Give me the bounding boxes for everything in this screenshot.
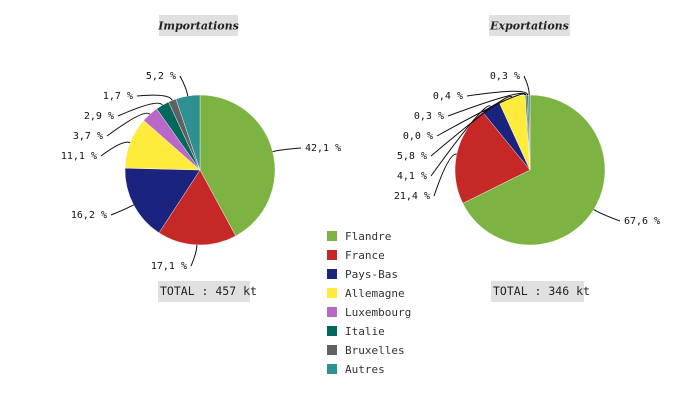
legend-item-pays-bas: Pays-Bas	[327, 268, 398, 281]
slice-value-label: 5,8 %	[397, 151, 427, 162]
legend-item-france: France	[327, 249, 385, 262]
import-total-bg	[158, 281, 250, 302]
leader-line	[433, 153, 457, 197]
leader-line	[110, 204, 134, 216]
slice-value-label: 5,2 %	[146, 71, 176, 82]
legend-item-allemagne: Allemagne	[327, 287, 405, 300]
legend-label: Luxembourg	[345, 306, 411, 319]
legend-swatch	[327, 288, 337, 298]
import-title-bg	[159, 15, 238, 36]
export-title: Exportations	[489, 20, 569, 33]
slice-value-label: 17,1 %	[151, 261, 187, 272]
legend-swatch	[327, 269, 337, 279]
legend-swatch	[327, 250, 337, 260]
import-title: Importations	[157, 20, 239, 33]
legend-swatch	[327, 364, 337, 374]
leader-line	[430, 95, 513, 157]
leader-line	[179, 75, 189, 97]
leader-line	[436, 93, 526, 137]
legend-swatch	[327, 231, 337, 241]
legend-label: France	[345, 249, 385, 262]
leader-line	[593, 209, 621, 222]
legend-label: Italie	[345, 325, 385, 338]
legend-swatch	[327, 345, 337, 355]
legend-item-autres: Autres	[327, 363, 385, 376]
slice-value-label: 4,1 %	[397, 171, 427, 182]
legend-item-luxembourg: Luxembourg	[327, 306, 411, 319]
slice-value-label: 0,0 %	[403, 131, 433, 142]
leader-line	[430, 105, 491, 177]
slice-value-label: 11,1 %	[61, 151, 97, 162]
legend-label: Autres	[345, 363, 385, 376]
import-pie-labels: 42,1 % 17,1 % 16,2 % 11,1 % 3,7 % 2,9 % 1,7 % 5…	[61, 71, 341, 272]
leader-line	[523, 75, 530, 96]
import-pie-slices	[124, 94, 276, 246]
legend-item-italie: Italie	[327, 325, 385, 338]
slice-value-label: 21,4 %	[394, 191, 430, 202]
slice-value-label: 3,7 %	[73, 131, 103, 142]
legend-swatch	[327, 307, 337, 317]
export-pie-chart: Exportations 67,6 % 21,4 % 4,1 % 5,8 % 0,0 %…	[394, 15, 660, 302]
slice-value-label: 2,9 %	[84, 111, 114, 122]
pie-slice-autres	[528, 94, 531, 171]
export-title-bg	[489, 15, 570, 36]
legend-label: Flandre	[345, 230, 391, 243]
leader-line	[466, 90, 529, 97]
slice-value-label: 0,4 %	[433, 91, 463, 102]
slice-value-label: 0,3 %	[414, 111, 444, 122]
slice-value-label: 0,3 %	[490, 71, 520, 82]
leader-line	[190, 244, 198, 267]
import-total: TOTAL : 457 kt	[160, 284, 257, 298]
leader-line	[106, 112, 151, 137]
legend-swatch	[327, 326, 337, 336]
legend-label: Pays-Bas	[345, 268, 398, 281]
slice-value-label: 1,7 %	[103, 91, 133, 102]
legend-item-bruxelles: Bruxelles	[327, 344, 405, 357]
leader-line	[100, 141, 131, 157]
leader-line	[447, 92, 527, 117]
leader-line	[117, 102, 163, 117]
pie-slice-flandre	[462, 94, 606, 246]
legend-label: Bruxelles	[345, 344, 405, 357]
export-pie-labels: 67,6 % 21,4 % 4,1 % 5,8 % 0,0 % 0,3 % 0,4 % 0,3…	[394, 71, 660, 227]
leader-line	[136, 94, 173, 101]
legend-label: Allemagne	[345, 287, 405, 300]
slice-value-label: 16,2 %	[71, 210, 107, 221]
legend: Flandre France Pays-Bas Allemagne Luxembourg…	[327, 230, 411, 376]
leader-line	[272, 147, 302, 153]
pie-slice-pays-bas	[124, 167, 201, 234]
import-pie-chart: Importations 42,1 % 17,1 % 16,2 % 11,1 % 3,7…	[61, 15, 341, 302]
slice-value-label: 42,1 %	[305, 143, 341, 154]
legend-item-flandre: Flandre	[327, 230, 391, 243]
export-total: TOTAL : 346 kt	[493, 284, 590, 298]
export-total-bg	[491, 281, 584, 302]
slice-value-label: 67,6 %	[624, 216, 660, 227]
